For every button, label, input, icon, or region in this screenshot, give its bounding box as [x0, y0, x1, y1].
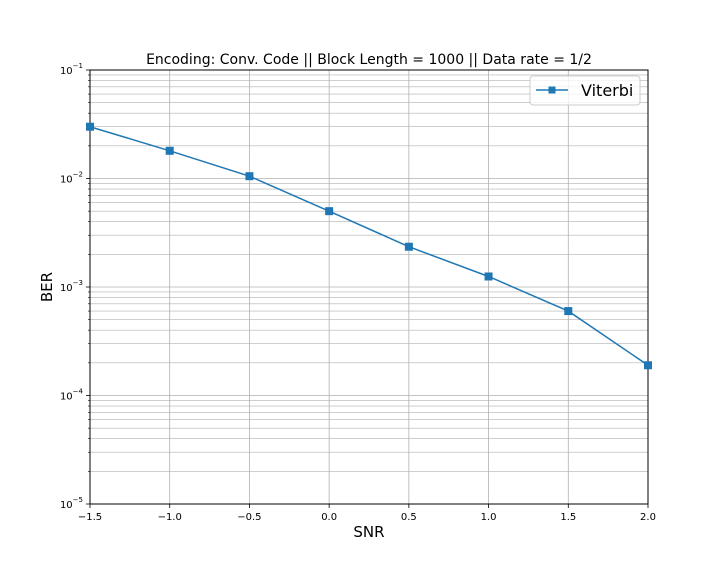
x-tick-label: 0.0 — [321, 512, 337, 523]
y-tick-label: 10−1 — [60, 62, 83, 77]
x-axis-title: SNR — [353, 523, 384, 541]
legend: Viterbi — [529, 75, 641, 106]
data-point-marker — [245, 172, 254, 181]
data-point-marker — [484, 272, 493, 281]
x-tick-label: −1.5 — [78, 512, 102, 523]
y-tick-label: 10−5 — [60, 496, 83, 511]
chart-title: Encoding: Conv. Code || Block Length = 1… — [146, 52, 592, 68]
axis-ticks: −1.5 −1.0 −0.5 0.0 0.5 1.0 1.5 2.0 10−5 10−4 10−3 1… — [60, 62, 656, 523]
legend-box — [529, 75, 641, 106]
x-tick-label: −1.0 — [158, 512, 182, 523]
x-tick-label: −0.5 — [237, 512, 261, 523]
data-point-marker — [86, 122, 94, 131]
x-tick-label: 1.0 — [481, 512, 497, 523]
y-tick-label: 10−2 — [60, 171, 83, 186]
legend-marker-square — [548, 86, 556, 94]
y-tick-label: 10−4 — [60, 388, 84, 403]
data-point-marker — [404, 242, 413, 251]
data-point-marker — [564, 307, 573, 316]
data-point-marker — [165, 146, 174, 155]
legend-label-viterbi: Viterbi — [581, 81, 633, 100]
data-point-marker — [325, 207, 334, 216]
x-tick-label: 0.5 — [401, 512, 417, 523]
x-tick-label: 1.5 — [560, 512, 576, 523]
series-layer — [86, 122, 652, 370]
x-tick-label: 2.0 — [640, 512, 656, 523]
data-point-marker — [644, 361, 652, 370]
series-line-viterbi — [89, 126, 649, 366]
y-axis-title: BER — [38, 272, 56, 302]
y-tick-label: 10−3 — [60, 279, 83, 294]
grid — [89, 69, 649, 505]
